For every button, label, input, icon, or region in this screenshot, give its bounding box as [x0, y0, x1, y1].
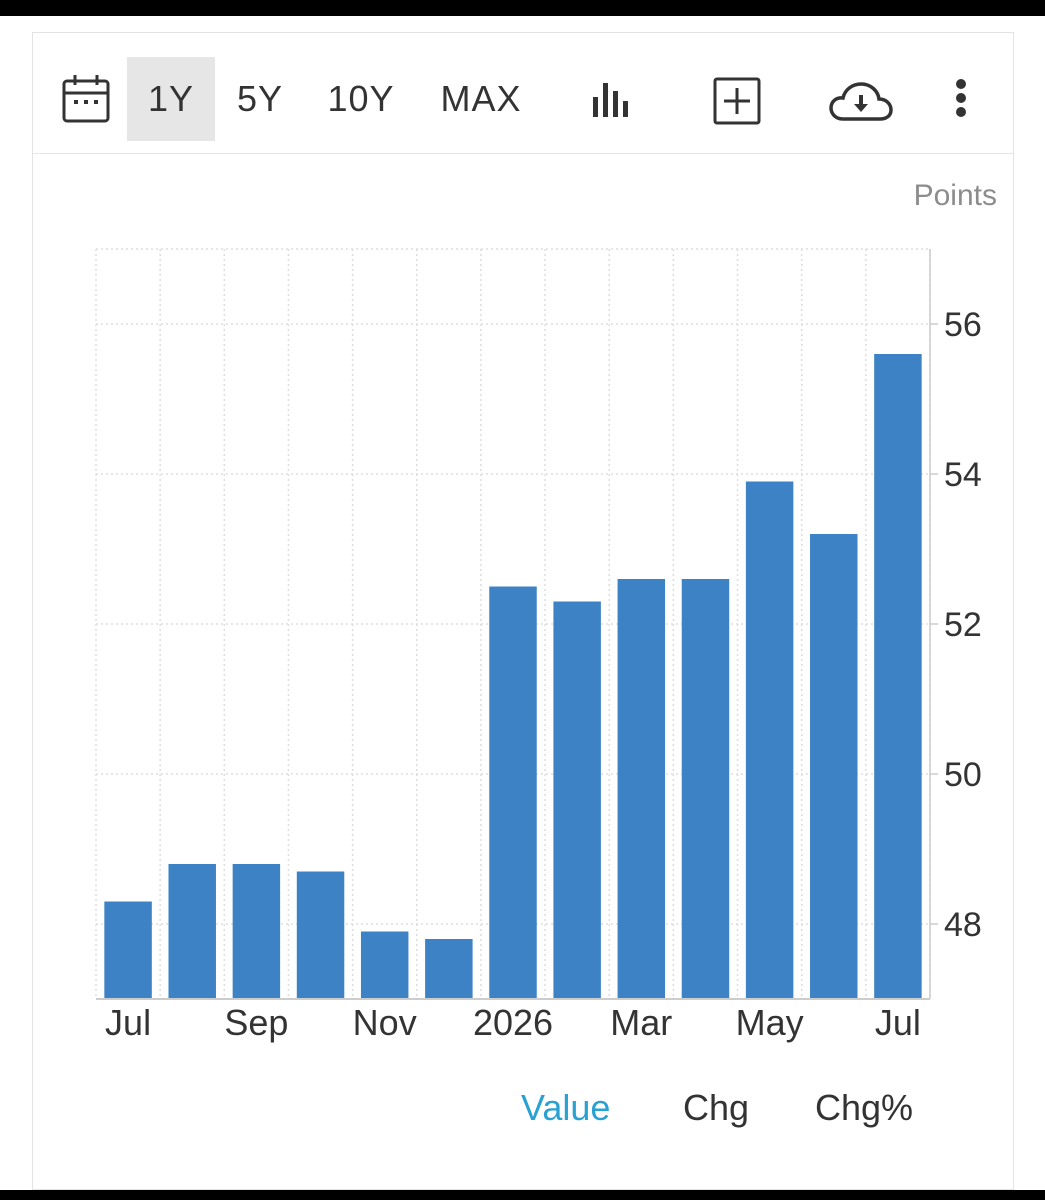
range-10y[interactable]: 10Y — [327, 78, 395, 119]
bar[interactable] — [810, 534, 858, 999]
bar[interactable] — [296, 871, 345, 1000]
unit-label: Points — [913, 179, 997, 212]
bar[interactable] — [489, 586, 537, 1000]
x-tick-label: Sep — [224, 1002, 288, 1043]
y-tick-label: 56 — [944, 306, 982, 344]
cloud-download-icon[interactable] — [829, 81, 893, 123]
bar[interactable] — [360, 931, 409, 1000]
range-1y[interactable]: 1Y — [127, 57, 215, 141]
bar[interactable] — [232, 864, 281, 999]
y-tick-label: 48 — [944, 906, 982, 944]
bar-chart: 48 50 52 54 56 Jul Sep Nov 2026 Mar May Jul — [95, 248, 982, 1043]
tab-chg-percent[interactable]: Chg% — [815, 1087, 914, 1128]
x-tick-label: Jul — [105, 1002, 151, 1043]
chart-toolbar: 1Y 5Y 10Y MAX — [33, 33, 1013, 154]
x-tick-label: May — [736, 1002, 804, 1043]
tab-chg[interactable]: Chg — [683, 1087, 750, 1128]
calendar-icon[interactable] — [61, 73, 111, 125]
x-tick-label: Jul — [875, 1002, 921, 1043]
bar[interactable] — [425, 939, 473, 999]
x-tick-label: 2026 — [473, 1002, 553, 1043]
plus-square-icon[interactable] — [713, 77, 761, 125]
bar[interactable] — [168, 864, 216, 999]
x-tick-label: Nov — [353, 1002, 417, 1043]
bar[interactable] — [553, 601, 601, 1000]
y-tick-label: 52 — [944, 606, 982, 644]
top-border — [0, 0, 1045, 16]
bar[interactable] — [681, 579, 730, 999]
bar[interactable] — [874, 354, 922, 999]
bar-chart-icon[interactable] — [591, 79, 631, 119]
bottom-border — [0, 1190, 1045, 1200]
x-tick-label: Mar — [610, 1002, 672, 1043]
y-tick-label: 50 — [944, 756, 982, 794]
range-max[interactable]: MAX — [440, 78, 522, 119]
range-5y[interactable]: 5Y — [236, 78, 284, 119]
bar[interactable] — [745, 481, 794, 1000]
value-tabs: Value Chg Chg% — [33, 1087, 1013, 1137]
bar[interactable] — [617, 579, 666, 999]
more-vertical-icon[interactable] — [951, 77, 971, 121]
bar[interactable] — [104, 901, 152, 1000]
y-tick-label: 54 — [944, 456, 982, 494]
tab-value[interactable]: Value — [521, 1087, 611, 1128]
chart-card: 1Y 5Y 10Y MAX — [32, 32, 1014, 1190]
